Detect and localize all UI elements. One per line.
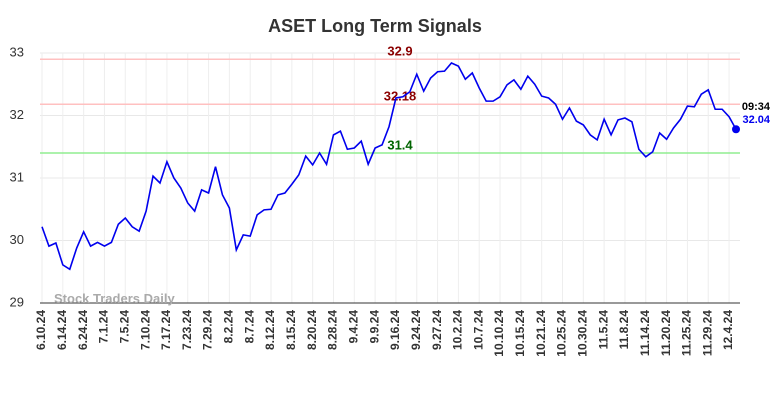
x-tick-label: 8.2.24 — [222, 310, 236, 344]
y-tick-label: 31 — [10, 169, 24, 184]
x-tick-label: 9.9.24 — [367, 310, 381, 344]
x-tick-label: 8.15.24 — [284, 310, 298, 350]
x-tick-label: 10.7.24 — [471, 310, 485, 350]
x-tick-label: 7.29.24 — [201, 310, 215, 350]
x-tick-label: 11.8.24 — [617, 310, 631, 350]
x-tick-label: 9.24.24 — [409, 310, 423, 350]
last-price: 32.04 — [742, 114, 770, 126]
price-line — [41, 62, 737, 271]
x-tick-label: 6.14.24 — [55, 310, 69, 350]
x-tick-label: 11.5.24 — [596, 310, 610, 350]
x-tick-label: 7.5.24 — [117, 310, 131, 344]
y-tick-label: 32 — [10, 107, 24, 122]
x-tick-label: 8.7.24 — [242, 310, 256, 344]
x-tick-label: 9.16.24 — [388, 310, 402, 350]
x-tick-label: 7.10.24 — [138, 310, 152, 350]
y-tick-label: 29 — [10, 294, 24, 309]
y-tick-label: 30 — [10, 232, 24, 247]
signal-label: 31.4 — [387, 137, 413, 152]
x-tick-label: 12.4.24 — [721, 310, 735, 350]
x-tick-label: 11.29.24 — [700, 310, 714, 356]
x-tick-label: 8.12.24 — [263, 310, 277, 350]
x-tick-label: 10.21.24 — [534, 310, 548, 357]
last-time: 09:34 — [742, 101, 771, 113]
x-tick-label: 7.23.24 — [180, 310, 194, 350]
x-tick-label: 11.14.24 — [638, 310, 652, 356]
x-tick-label: 9.27.24 — [430, 310, 444, 350]
x-tick-label: 9.4.24 — [346, 310, 360, 344]
x-tick-label: 6.10.24 — [34, 310, 48, 350]
signal-label: 32.18 — [384, 89, 417, 104]
x-tick-label: 8.20.24 — [305, 310, 319, 350]
x-tick-label: 10.10.24 — [492, 310, 506, 357]
y-tick-label: 33 — [10, 44, 24, 59]
watermark: Stock Traders Daily — [54, 291, 175, 306]
signal-label: 32.9 — [387, 44, 412, 59]
x-tick-label: 10.25.24 — [555, 310, 569, 357]
x-tick-label: 6.24.24 — [76, 310, 90, 350]
x-tick-label: 7.1.24 — [97, 310, 111, 344]
chart-title: ASET Long Term Signals — [268, 16, 482, 36]
x-tick-label: 10.30.24 — [575, 310, 589, 357]
x-tick-label: 11.20.24 — [659, 310, 673, 356]
x-tick-label: 10.15.24 — [513, 310, 527, 357]
x-tick-label: 11.25.24 — [680, 310, 694, 356]
last-point — [732, 125, 740, 134]
x-tick-label: 10.2.24 — [451, 310, 465, 350]
x-tick-label: 8.28.24 — [326, 310, 340, 350]
x-tick-label: 7.17.24 — [159, 310, 173, 350]
